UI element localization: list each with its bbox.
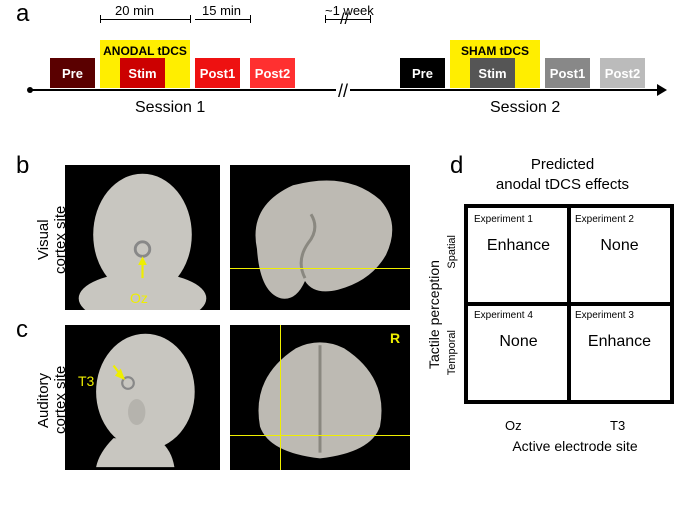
panel-d-title: Predicted anodal tDCS effects: [450, 155, 675, 194]
d-cell-1: Experiment 1 Enhance: [468, 208, 569, 304]
timeline-block: Pre: [50, 58, 95, 88]
label-20min: 20 min: [115, 3, 154, 18]
measure-tick: [190, 15, 191, 23]
anodal-tdcs-label: ANODAL tDCS: [103, 44, 187, 58]
mri-image: [65, 325, 220, 470]
d-cell-3-val: None: [474, 333, 563, 351]
visual-cortex-label: Visualcortex site: [35, 185, 69, 295]
d-x-sub-t3: T3: [610, 418, 625, 433]
d-cell-4-exp: Experiment 3: [575, 310, 664, 321]
timeline-block: Pre: [400, 58, 445, 88]
sham-tdcs-label: SHAM tDCS: [461, 44, 529, 58]
timeline-block: Post2: [250, 58, 295, 88]
timeline-block: Post1: [545, 58, 590, 88]
panel-d-title-l1: Predicted: [531, 156, 594, 173]
timeline-block: Stim: [470, 58, 515, 88]
measure-tick: [325, 15, 326, 23]
timeline-block: Stim: [120, 58, 165, 88]
crosshair-line: [230, 435, 410, 436]
d-cell-2: Experiment 2 None: [569, 208, 670, 304]
measure-bar-15min: [195, 19, 250, 20]
session1-label: Session 1: [135, 99, 205, 117]
measure-bar-20min: [100, 19, 190, 20]
session2-label: Session 2: [490, 99, 560, 117]
d-cell-1-exp: Experiment 1: [474, 214, 563, 225]
d-x-sub-oz: Oz: [505, 418, 522, 433]
panel-label-a: a: [16, 0, 29, 28]
crosshair-line: [280, 325, 281, 470]
d-xaxis-label: Active electrode site: [500, 438, 650, 454]
panel-label-b: b: [16, 152, 29, 180]
r-label: R: [390, 330, 400, 346]
axis-break: //: [336, 81, 350, 102]
d-y-sub-spatial: Spatial: [446, 235, 458, 269]
d-cell-3: Experiment 4 None: [468, 304, 569, 400]
mri-image: [65, 165, 220, 310]
d-grid: Experiment 1 Enhance Experiment 2 None E…: [464, 204, 674, 404]
auditory-cortex-label: Auditorycortex site: [35, 345, 69, 455]
measure-tick: [250, 15, 251, 23]
measure-tick: [100, 15, 101, 23]
panel-d: Predicted anodal tDCS effects Tactile pe…: [450, 155, 675, 404]
d-cell-2-val: None: [575, 237, 664, 255]
label-15min: 15 min: [202, 3, 241, 18]
timeline-arrowhead: [657, 84, 667, 96]
break-marks-top: //: [340, 11, 349, 29]
t3-label: T3: [78, 373, 94, 389]
label-1week: ~1 week: [325, 3, 374, 18]
timeline-block: Post1: [195, 58, 240, 88]
d-y-sub-temporal: Temporal: [446, 330, 458, 375]
timeline-block: Post2: [600, 58, 645, 88]
d-cell-4: Experiment 3 Enhance: [569, 304, 670, 400]
d-cell-3-exp: Experiment 4: [474, 310, 563, 321]
mri-image: [230, 325, 410, 470]
d-cell-4-val: Enhance: [575, 333, 664, 351]
oz-label: Oz: [130, 290, 148, 306]
panel-label-c: c: [16, 316, 28, 344]
timeline-origin-dot: [27, 87, 33, 93]
panel-d-title-l2: anodal tDCS effects: [496, 176, 629, 193]
mri-image: [230, 165, 410, 310]
crosshair-line: [230, 268, 410, 269]
d-yaxis-label: Tactile perception: [426, 220, 442, 410]
d-cell-1-val: Enhance: [474, 237, 563, 255]
timeline: 20 min 15 min ~1 week // ANODAL tDCS SHA…: [30, 25, 665, 130]
measure-tick: [370, 15, 371, 23]
d-cell-2-exp: Experiment 2: [575, 214, 664, 225]
